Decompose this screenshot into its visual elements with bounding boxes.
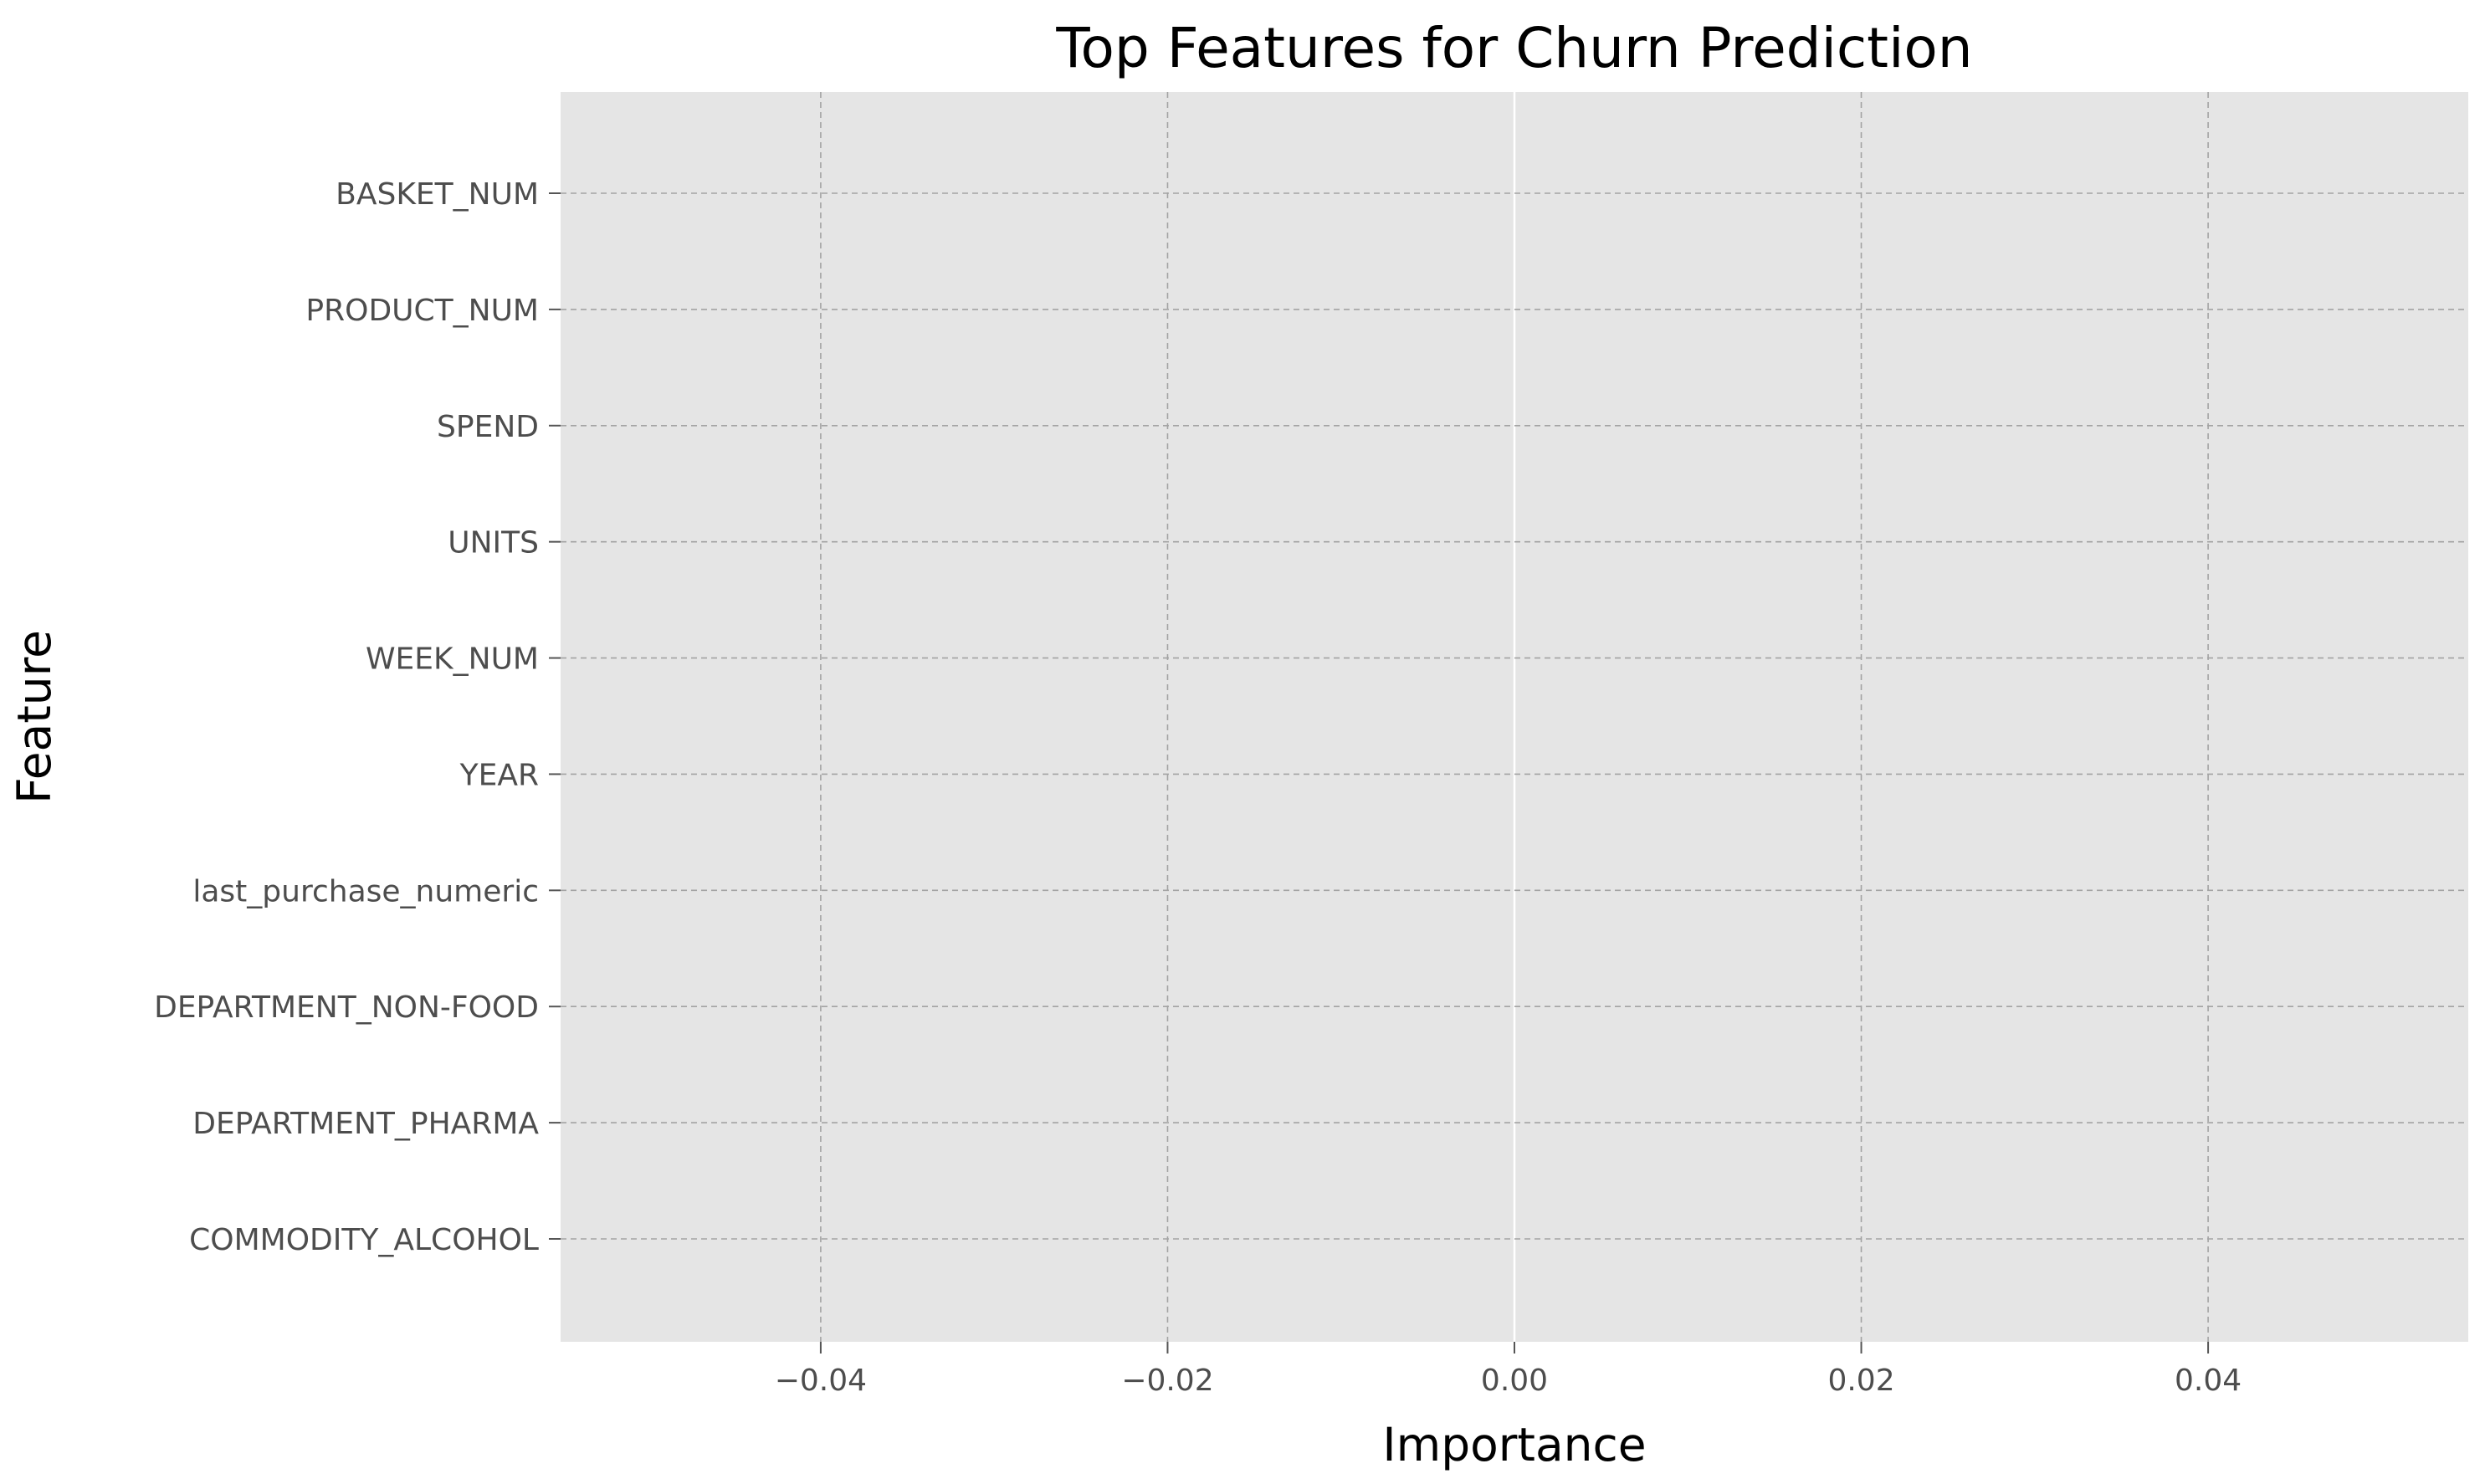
y-tick-label: last_purchase_numeric bbox=[192, 874, 539, 908]
y-axis-label: Feature bbox=[8, 630, 61, 804]
y-tick-label: DEPARTMENT_PHARMA bbox=[192, 1107, 539, 1141]
y-tick-label: DEPARTMENT_NON-FOOD bbox=[154, 990, 539, 1025]
chart-title: Top Features for Churn Prediction bbox=[1055, 16, 1972, 80]
y-tick-label: BASKET_NUM bbox=[336, 177, 539, 212]
x-tick-label: −0.04 bbox=[775, 1364, 867, 1398]
y-tick-label: WEEK_NUM bbox=[366, 642, 539, 677]
y-tick-label: SPEND bbox=[437, 410, 539, 444]
x-tick-label: 0.02 bbox=[1827, 1364, 1894, 1398]
x-tick-label: 0.00 bbox=[1481, 1364, 1548, 1398]
y-tick-label: YEAR bbox=[459, 758, 539, 792]
y-tick-label: PRODUCT_NUM bbox=[305, 294, 539, 328]
x-tick-label: −0.02 bbox=[1121, 1364, 1213, 1398]
x-axis-label: Importance bbox=[1382, 1418, 1646, 1471]
axis-ticks: −0.04 −0.02 0.00 0.02 0.04 BASKET_NUM PRODUCT_… bbox=[154, 177, 2242, 1398]
y-tick-label: COMMODITY_ALCOHOL bbox=[189, 1223, 539, 1257]
y-tick-label: UNITS bbox=[448, 526, 539, 560]
x-tick-label: 0.04 bbox=[2175, 1364, 2242, 1398]
